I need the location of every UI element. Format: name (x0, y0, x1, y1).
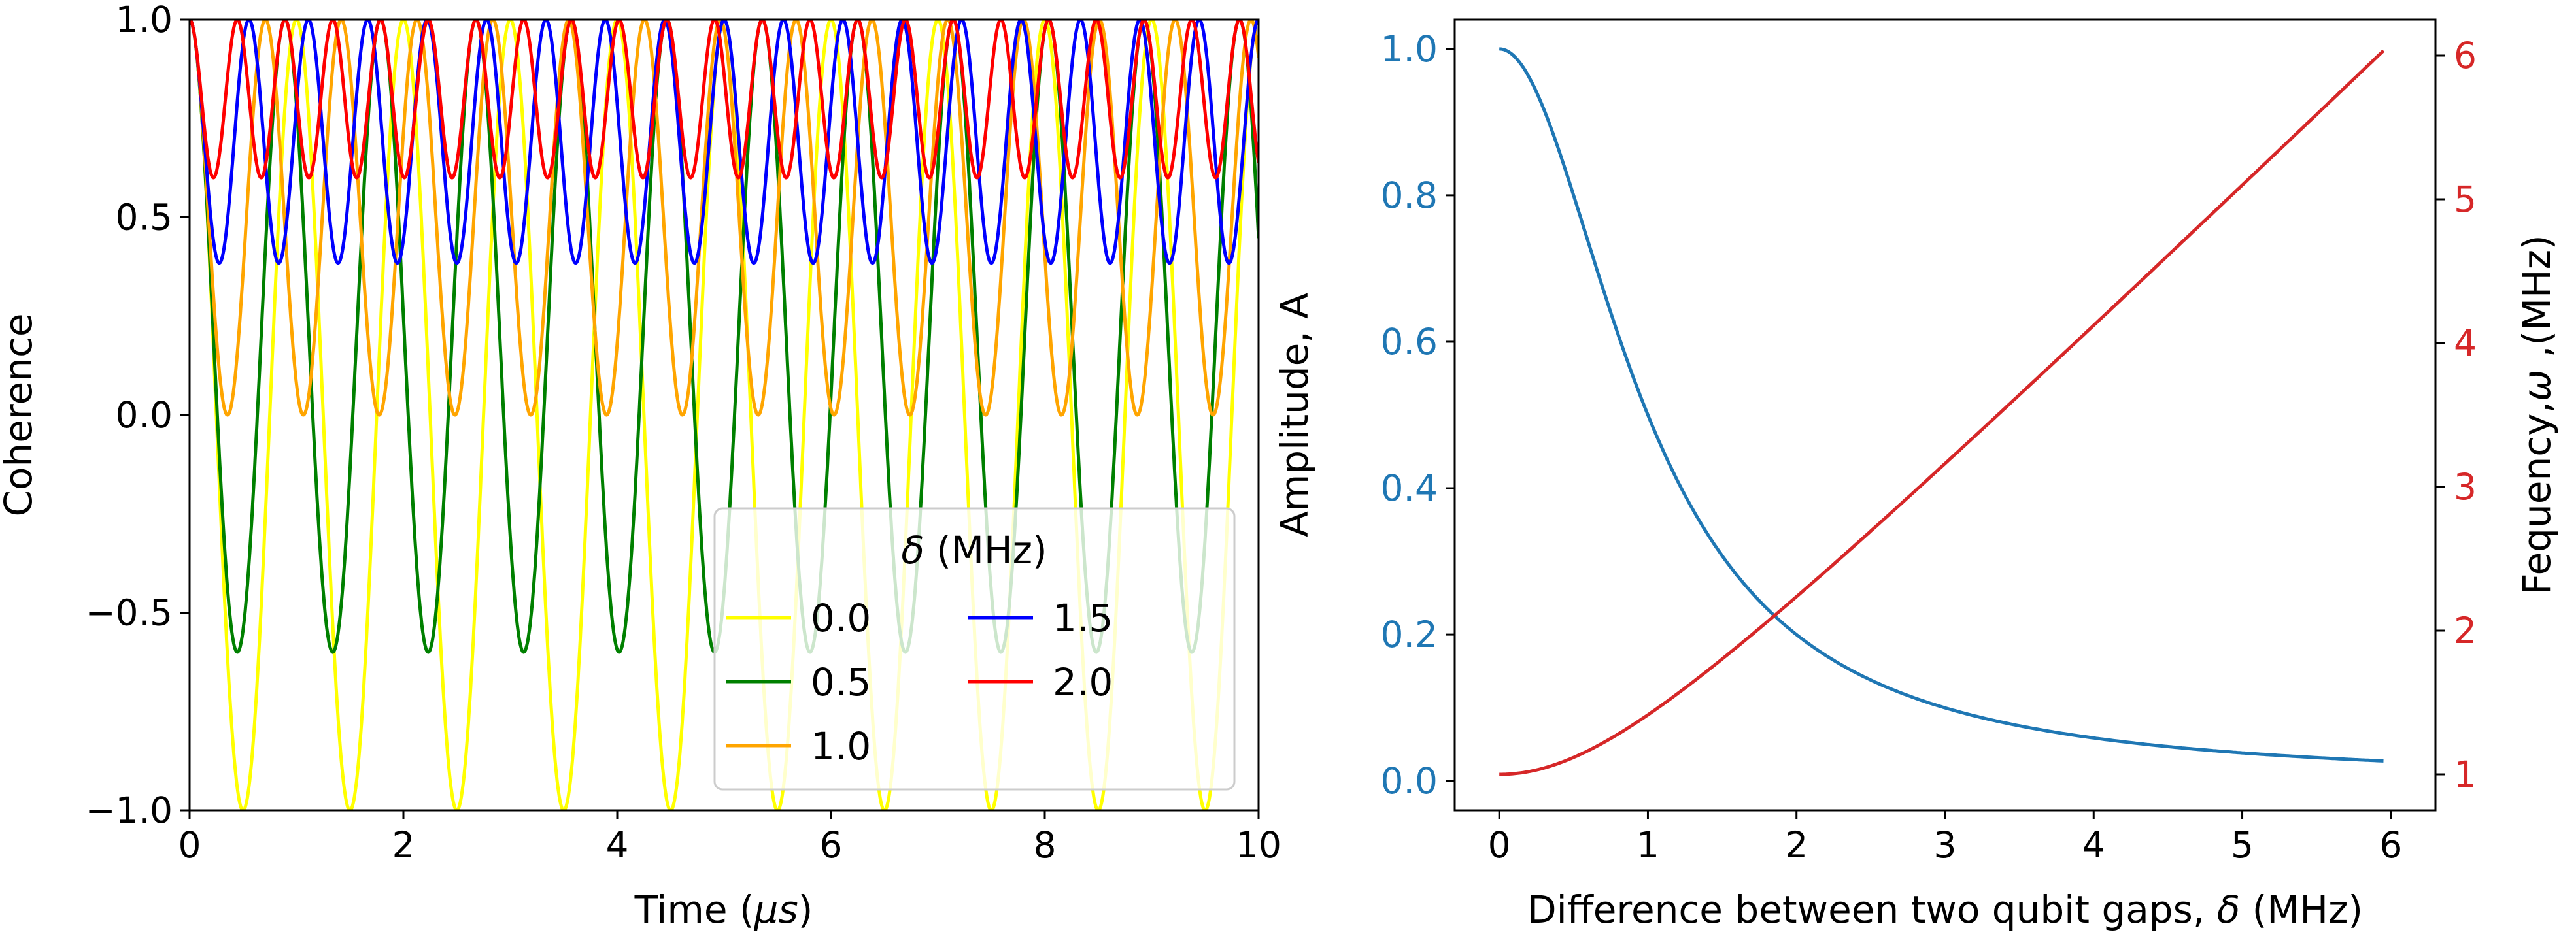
left-y-axis-title: Coherence (0, 313, 41, 516)
amplitude-line (1499, 47, 2384, 763)
legend-label: 0.5 (811, 660, 871, 704)
right-x-tick-label: 4 (2082, 824, 2105, 866)
amplitude-tick-label: 0.0 (1381, 760, 1438, 802)
legend: δ (MHz) 0.0 0.5 1.0 1.5 2.0 (713, 507, 1236, 791)
right-x-tick-label: 2 (1785, 824, 1808, 866)
legend-label: 1.0 (811, 724, 871, 769)
amplitude-tick-label: 0.6 (1381, 321, 1438, 363)
coherence-chart: 0 2 4 6 8 10 −1.0 −0.5 0.0 0.5 1.0 Time (μs) Cohe… (0, 0, 1281, 932)
left-y-tick-label: 0.0 (116, 394, 173, 436)
right-x-tick-label: 6 (2379, 824, 2402, 866)
legend-label: 0.0 (811, 596, 871, 640)
amplitude-axis-title: Amplitude, A (1272, 293, 1317, 537)
legend-title: δ (MHz) (901, 528, 1047, 572)
frequency-line (1499, 49, 2385, 776)
frequency-tick-label: 6 (2454, 35, 2477, 76)
frequency-tick-label: 4 (2454, 322, 2477, 364)
frequency-tick-label: 3 (2454, 466, 2477, 508)
amplitude-tick-label: 1.0 (1381, 28, 1438, 70)
left-y-tick-label: −0.5 (85, 592, 173, 634)
legend-label: 1.5 (1053, 596, 1113, 640)
left-x-tick-label: 0 (178, 824, 201, 866)
left-x-tick-label: 4 (606, 824, 629, 866)
right-x-axis-title: Difference between two qubit gaps, δ (MH… (1527, 887, 2363, 932)
left-x-axis-title: Time (μs) (634, 887, 813, 932)
left-x-tick-label: 8 (1034, 824, 1057, 866)
series-line-delta-2-0 (190, 20, 1259, 180)
left-y-tick-label: −1.0 (85, 789, 173, 831)
frequency-tick-label: 2 (2454, 610, 2477, 652)
legend-label: 2.0 (1053, 660, 1113, 704)
legend-box (713, 507, 1236, 791)
left-y-tick-label: 1.0 (116, 0, 173, 41)
right-x-tick-label: 1 (1636, 824, 1659, 866)
left-x-tick-label: 6 (820, 824, 843, 866)
left-x-tick-label: 10 (1236, 824, 1281, 866)
right-x-tick-label: 3 (1934, 824, 1957, 866)
right-x-tick-label: 5 (2231, 824, 2254, 866)
left-x-tick-label: 2 (392, 824, 415, 866)
right-x-tick-label: 0 (1488, 824, 1511, 866)
amplitude-tick-label: 0.4 (1381, 467, 1438, 509)
amplitude-tick-label: 0.2 (1381, 614, 1438, 655)
series-line-delta-1-0 (190, 20, 1259, 417)
frequency-axis-title: Fequency,ω ,(MHz) (2515, 235, 2559, 595)
amplitude-tick-label: 0.8 (1381, 174, 1438, 216)
frequency-tick-label: 5 (2454, 178, 2477, 220)
amplitude-frequency-chart: 0 1 2 3 4 5 6 0.0 0.2 0.4 0.6 0.8 1.0 1 2 3 4 5 6 Differ… (1272, 18, 2559, 932)
left-y-tick-label: 0.5 (116, 197, 173, 239)
frequency-tick-label: 1 (2454, 753, 2477, 795)
